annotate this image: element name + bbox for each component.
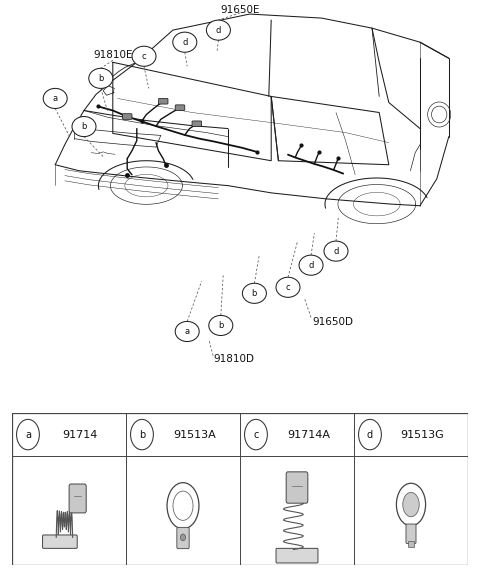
Text: b: b bbox=[218, 321, 224, 330]
Ellipse shape bbox=[403, 492, 419, 517]
Text: 91513A: 91513A bbox=[173, 429, 216, 440]
Text: c: c bbox=[253, 429, 259, 440]
Text: c: c bbox=[286, 283, 290, 292]
FancyBboxPatch shape bbox=[177, 528, 189, 549]
FancyBboxPatch shape bbox=[406, 524, 416, 544]
Text: 91650E: 91650E bbox=[220, 5, 260, 15]
Text: d: d bbox=[308, 261, 314, 270]
Text: 91650D: 91650D bbox=[312, 317, 353, 327]
Text: 91810E: 91810E bbox=[93, 51, 132, 60]
FancyBboxPatch shape bbox=[192, 121, 202, 127]
Text: a: a bbox=[185, 327, 190, 336]
FancyBboxPatch shape bbox=[158, 99, 168, 104]
Circle shape bbox=[324, 241, 348, 261]
Circle shape bbox=[299, 255, 323, 276]
Text: a: a bbox=[53, 94, 58, 103]
Text: b: b bbox=[81, 122, 87, 131]
Text: b: b bbox=[139, 429, 145, 440]
Text: 91513G: 91513G bbox=[400, 429, 444, 440]
FancyBboxPatch shape bbox=[43, 535, 77, 548]
Text: 91714: 91714 bbox=[63, 429, 98, 440]
Bar bbox=[408, 541, 414, 547]
FancyBboxPatch shape bbox=[122, 114, 132, 119]
FancyBboxPatch shape bbox=[69, 484, 86, 513]
Text: c: c bbox=[142, 52, 146, 61]
Circle shape bbox=[276, 277, 300, 297]
Text: d: d bbox=[216, 26, 221, 34]
Text: d: d bbox=[333, 247, 339, 255]
Text: b: b bbox=[252, 289, 257, 298]
Circle shape bbox=[173, 32, 197, 52]
Circle shape bbox=[359, 420, 381, 450]
Circle shape bbox=[43, 88, 67, 108]
Circle shape bbox=[175, 321, 199, 342]
Text: b: b bbox=[98, 74, 104, 83]
Text: 91714A: 91714A bbox=[287, 429, 330, 440]
Circle shape bbox=[180, 534, 186, 541]
Circle shape bbox=[72, 117, 96, 137]
Circle shape bbox=[206, 20, 230, 40]
Circle shape bbox=[132, 46, 156, 67]
Circle shape bbox=[89, 68, 113, 88]
FancyBboxPatch shape bbox=[286, 472, 308, 503]
Text: d: d bbox=[182, 38, 188, 46]
Circle shape bbox=[244, 420, 267, 450]
Circle shape bbox=[16, 420, 39, 450]
FancyBboxPatch shape bbox=[175, 105, 185, 110]
FancyBboxPatch shape bbox=[276, 548, 318, 563]
Circle shape bbox=[131, 420, 154, 450]
Circle shape bbox=[209, 316, 233, 335]
Text: a: a bbox=[25, 429, 31, 440]
Text: d: d bbox=[367, 429, 373, 440]
Circle shape bbox=[242, 284, 266, 304]
Text: 91810D: 91810D bbox=[214, 354, 254, 364]
